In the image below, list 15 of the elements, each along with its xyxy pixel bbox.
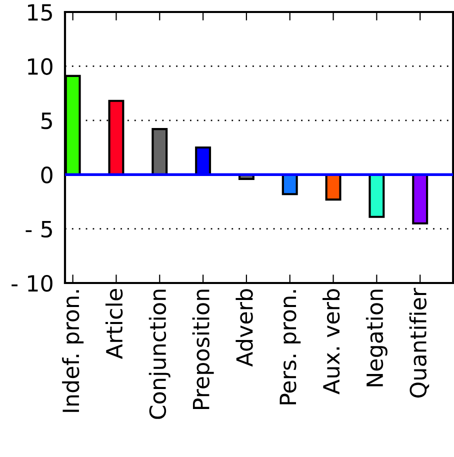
x-tick-label: Negation	[366, 290, 388, 386]
y-tick-label: 10	[28, 58, 52, 75]
x-tick-label: Pers. pron.	[280, 290, 301, 404]
y-tick-label: - 5	[26, 221, 52, 238]
x-tick-label: Quantifier	[409, 288, 430, 398]
y-tick-label: 15	[28, 4, 52, 21]
y-tick-label: 5	[41, 112, 52, 130]
x-tick-label: Adverb	[236, 289, 253, 367]
y-tick-label: 0	[41, 166, 52, 184]
x-tick-label: Indef. pron.	[62, 290, 84, 412]
x-tick-label: Article	[105, 289, 123, 359]
x-tick-label: Preposition	[192, 290, 214, 410]
x-tick-label: Aux. verb	[322, 289, 340, 394]
y-tick-label: - 10	[12, 274, 52, 292]
x-tick-label: Conjunction	[148, 290, 170, 419]
